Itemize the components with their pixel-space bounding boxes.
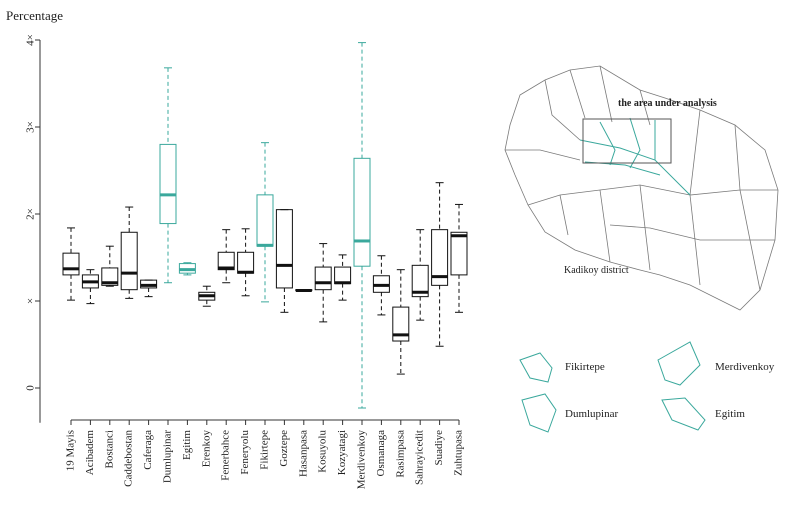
x-tick-label: Osmanaga bbox=[375, 430, 387, 477]
y-tick-label: 4× bbox=[25, 34, 37, 46]
box bbox=[62, 252, 80, 276]
box bbox=[450, 231, 468, 276]
x-tick-label: Caddebostan bbox=[123, 430, 135, 487]
map-legend-label: Merdivenkoy bbox=[715, 361, 775, 373]
y-tick-label: 0 bbox=[25, 385, 37, 391]
x-tick-label: Caferaga bbox=[142, 430, 154, 470]
x-tick-label: Feneryolu bbox=[239, 430, 251, 475]
box bbox=[101, 267, 119, 286]
x-tick-label: Egitim bbox=[181, 430, 193, 460]
y-tick-label: 2× bbox=[25, 208, 37, 220]
map-legend-label: Fikirtepe bbox=[565, 361, 605, 373]
map-legend-label: Egitim bbox=[715, 408, 745, 420]
box bbox=[256, 194, 274, 247]
x-tick-label: Fikirtepe bbox=[259, 430, 271, 470]
x-tick-label: Fenerbahce bbox=[220, 430, 232, 481]
box bbox=[392, 306, 410, 342]
box bbox=[314, 266, 332, 291]
x-tick-label: Erenkoy bbox=[200, 430, 212, 468]
box bbox=[353, 157, 371, 267]
x-tick-label: Zuhtupasa bbox=[453, 430, 465, 476]
x-tick-label: Sahrayicedit bbox=[414, 430, 426, 485]
x-tick-label: Bostanci bbox=[103, 430, 115, 469]
x-tick-label: Hasanpasa bbox=[297, 430, 309, 477]
x-tick-label: 19 Mayis bbox=[65, 430, 77, 471]
x-tick-label: Goztepe bbox=[278, 430, 290, 467]
map-legend-label: Dumlupinar bbox=[565, 408, 618, 420]
x-tick-label: Acibadem bbox=[84, 430, 96, 476]
x-tick-label: Kozyatagi bbox=[336, 430, 348, 475]
box bbox=[334, 266, 352, 285]
box bbox=[431, 229, 449, 286]
x-tick-label: Dumlupinar bbox=[162, 430, 174, 483]
box bbox=[159, 143, 177, 225]
y-axis-title: Percentage bbox=[6, 8, 63, 23]
x-tick-label: Suadiye bbox=[433, 430, 445, 466]
box bbox=[411, 264, 429, 298]
map-area-label: the area under analysis bbox=[618, 98, 717, 109]
y-tick-label: 3× bbox=[25, 121, 37, 133]
x-tick-label: Kosuyolu bbox=[317, 430, 329, 473]
map bbox=[504, 65, 779, 433]
box bbox=[275, 209, 293, 289]
y-tick-label: × bbox=[25, 298, 37, 304]
x-tick-label: Merdivenkoy bbox=[356, 430, 368, 490]
x-tick-label: Rasimpasa bbox=[394, 430, 406, 478]
box bbox=[217, 251, 235, 271]
map-district-label: Kadikoy district bbox=[564, 265, 629, 276]
box bbox=[237, 251, 255, 274]
box bbox=[120, 231, 138, 291]
